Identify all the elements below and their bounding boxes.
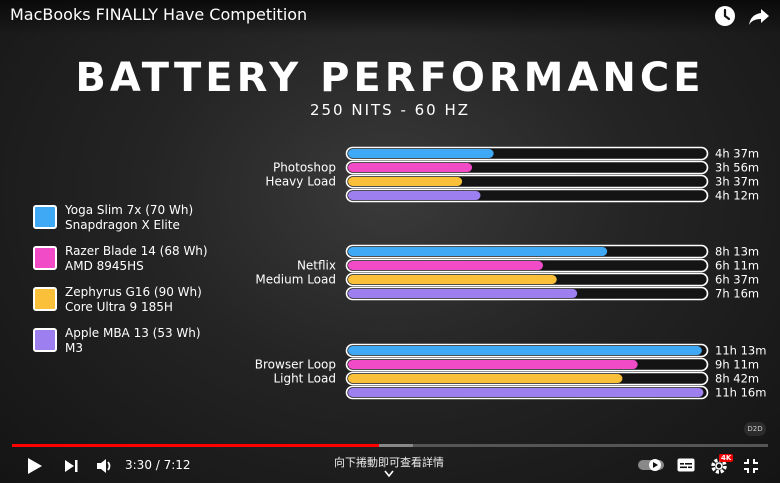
value-label: 8h 13m [715,245,759,259]
category-sublabel: Light Load [273,372,336,386]
quality-badge: 4K [719,454,734,462]
autoplay-toggle[interactable] [638,458,664,472]
bar [348,374,623,383]
clock-icon[interactable] [713,4,737,28]
bar [348,191,481,200]
value-label: 7h 16m [715,287,759,301]
bar [348,149,494,158]
legend-device-name: Zephyrus G16 (90 Wh) [65,285,202,299]
scroll-hint[interactable]: 向下捲動即可查看詳情 [334,454,444,478]
category-sublabel: Medium Load [255,273,336,287]
subtitles-icon[interactable] [677,458,695,472]
play-icon[interactable] [24,456,44,476]
time-display: 3:30 / 7:12 [125,458,191,472]
legend-device-name: Apple MBA 13 (53 Wh) [65,326,201,340]
value-label: 4h 12m [715,189,759,203]
channel-watermark: D2D [744,422,766,436]
chart-title: BATTERY PERFORMANCE [75,55,705,101]
category-label: Netflix [297,259,336,273]
exit-fullscreen-icon[interactable] [743,458,759,474]
legend-swatch [33,287,57,311]
value-label: 8h 42m [715,372,759,386]
legend-chip-name: AMD 8945HS [65,259,144,273]
bar [348,388,704,397]
legend-device-name: Razer Blade 14 (68 Wh) [65,244,208,258]
volume-icon[interactable] [95,456,115,476]
video-title[interactable]: MacBooks FINALLY Have Competition [10,5,308,24]
next-icon[interactable] [62,457,80,475]
player-controls: 3:30 / 7:12 向下捲動即可查看詳情 4K [0,450,780,483]
legend-chip-name: M3 [65,341,83,355]
chart-subtitle: 250 NITS - 60 HZ [309,101,471,119]
legend-item: Yoga Slim 7x (70 Wh) Snapdragon X Elite [33,203,253,237]
share-icon[interactable] [747,4,771,28]
bar [348,275,557,284]
progress-bar[interactable] [12,444,768,447]
chevron-down-icon [384,470,394,478]
legend-chip-name: Core Ultra 9 185H [65,300,173,314]
scroll-hint-text: 向下捲動即可查看詳情 [334,456,444,469]
legend-item: Apple MBA 13 (53 Wh) M3 [33,326,253,360]
category-sublabel: Heavy Load [265,175,336,189]
legend-chip-name: Snapdragon X Elite [65,218,180,232]
category-label: Browser Loop [255,358,336,372]
value-label: 11h 13m [715,344,766,358]
legend-item: Razer Blade 14 (68 Wh) AMD 8945HS [33,244,253,278]
gear-icon[interactable] [709,456,729,476]
value-label: 11h 16m [715,386,766,400]
value-label: 3h 37m [715,175,759,189]
value-label: 9h 11m [715,358,759,372]
bar [348,247,608,256]
bar [348,289,578,298]
progress-played [12,444,380,447]
legend-swatch [33,246,57,270]
bar [348,346,702,355]
bar [348,163,473,172]
legend-item: Zephyrus G16 (90 Wh) Core Ultra 9 185H [33,285,253,319]
value-label: 6h 11m [715,259,759,273]
value-label: 4h 37m [715,147,759,161]
top-bar: MacBooks FINALLY Have Competition [0,0,780,34]
legend-device-name: Yoga Slim 7x (70 Wh) [65,203,194,217]
bar [348,261,544,270]
legend-swatch [33,205,57,229]
category-label: Photoshop [273,161,336,175]
bar [348,177,463,186]
bar [348,360,638,369]
legend-swatch [33,328,57,352]
value-label: 6h 37m [715,273,759,287]
value-label: 3h 56m [715,161,759,175]
